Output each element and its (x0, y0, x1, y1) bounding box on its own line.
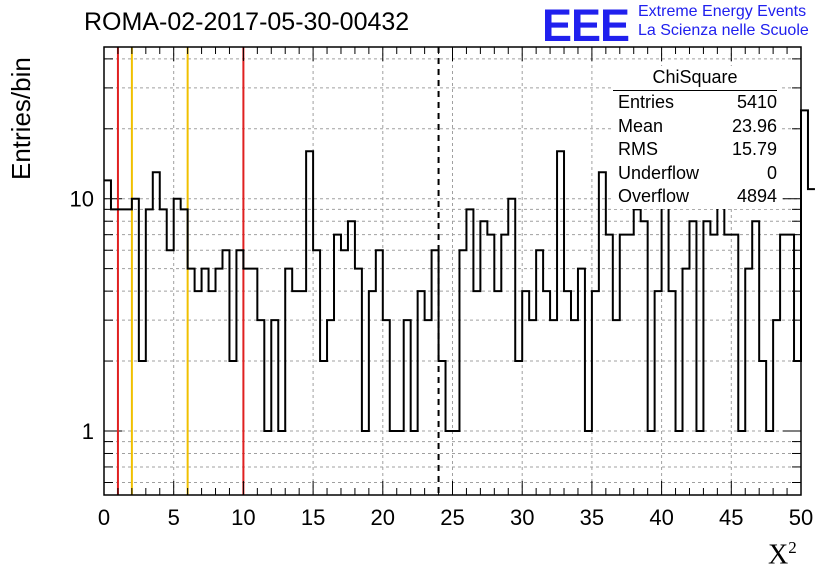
x-tick-label: 25 (440, 505, 464, 530)
eee-logo: EEE (542, 0, 630, 51)
x-tick-label: 50 (789, 505, 813, 530)
logo-caption-line2: La Scienza nelle Scuole (638, 22, 809, 39)
x-tick-label: 40 (649, 505, 673, 530)
x-tick-label: 5 (168, 505, 180, 530)
x-axis-label: X2 (768, 538, 797, 571)
x-tick-label: 15 (301, 505, 325, 530)
run-title: ROMA-02-2017-05-30-00432 (84, 8, 410, 36)
x-tick-label: 0 (98, 505, 110, 530)
x-tick-label: 45 (719, 505, 743, 530)
stats-row-rms: RMS 15.79 (618, 139, 777, 159)
y-tick-label: 10 (70, 187, 94, 212)
stats-title: ChiSquare (613, 66, 777, 91)
stats-box: ChiSquare Entries 5410 Mean 23.96 RMS 15.79… (611, 66, 781, 209)
stats-row-entries: Entries 5410 (618, 92, 777, 112)
x-tick-label: 30 (510, 505, 534, 530)
stats-row-overflow: Overflow 4894 (618, 186, 777, 206)
histogram-series (104, 109, 815, 432)
stats-row-underflow: Underflow 0 (618, 162, 777, 183)
logo-caption-line1: Extreme Energy Events (638, 3, 807, 20)
y-axis-label: Entries/bin (6, 57, 36, 180)
stats-row-mean: Mean 23.96 (618, 115, 777, 136)
x-tick-label: 10 (231, 505, 255, 530)
y-tick-label: 1 (82, 419, 94, 444)
x-tick-label: 20 (371, 505, 395, 530)
x-tick-label: 35 (580, 505, 604, 530)
